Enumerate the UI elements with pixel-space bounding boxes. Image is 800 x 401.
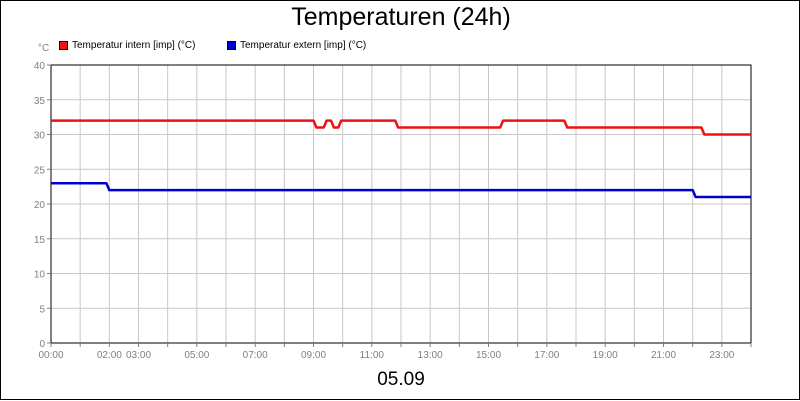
series-line-extern — [51, 181, 751, 199]
x-tick-label: 00:00 — [38, 350, 63, 361]
legend-swatch-intern — [59, 41, 68, 50]
y-tick-label: 35 — [34, 96, 46, 107]
y-tick-label: 5 — [39, 304, 45, 315]
legend-item-extern: Temperatur extern [imp] (°C) — [227, 40, 366, 51]
date-label: 05.09 — [377, 369, 425, 390]
series-line-intern — [51, 119, 751, 136]
x-tick-label: 02:00 — [97, 350, 122, 361]
chart-title: Temperaturen (24h) — [291, 3, 511, 31]
legend-label-intern: Temperatur intern [imp] (°C) — [72, 40, 196, 51]
y-tick-label: 25 — [34, 165, 46, 176]
y-tick-label: 30 — [34, 131, 46, 142]
x-tick-label: 19:00 — [593, 350, 618, 361]
y-tick-label: 15 — [34, 235, 46, 246]
y-tick-label: 40 — [34, 61, 46, 72]
y-unit-label: °C — [38, 43, 50, 54]
x-tick-label: 15:00 — [476, 350, 501, 361]
legend-label-extern: Temperatur extern [imp] (°C) — [240, 40, 367, 51]
legend-item-intern: Temperatur intern [imp] (°C) — [59, 40, 195, 51]
x-tick-label: 07:00 — [243, 350, 268, 361]
y-tick-label: 20 — [34, 200, 46, 211]
x-tick-label: 23:00 — [709, 350, 734, 361]
x-tick-label: 21:00 — [651, 350, 676, 361]
y-tick-label: 10 — [34, 270, 46, 281]
x-tick-label: 17:00 — [534, 350, 559, 361]
legend-swatch-extern — [227, 41, 236, 50]
y-tick-label: 0 — [39, 339, 45, 350]
x-tick-label: 11:00 — [360, 350, 385, 361]
x-tick-label: 09:00 — [301, 350, 326, 361]
x-tick-label: 03:00 — [126, 350, 151, 361]
x-tick-label: 13:00 — [418, 350, 443, 361]
x-tick-label: 05:00 — [184, 350, 209, 361]
